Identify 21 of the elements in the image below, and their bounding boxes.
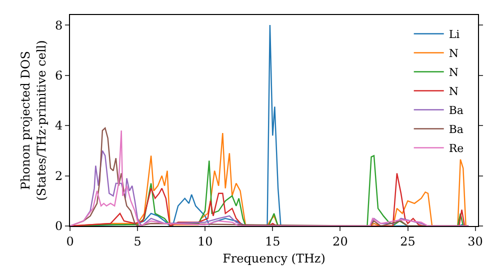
- legend-label: Ba: [448, 104, 464, 118]
- x-axis-title: Frequency (THz): [222, 251, 326, 266]
- x-tick-label: 25: [400, 234, 416, 248]
- legend-label: N: [448, 47, 459, 60]
- legend-label: Re: [448, 142, 464, 156]
- x-tick-label: 20: [332, 234, 348, 248]
- y-tick-label: 6: [54, 68, 63, 82]
- x-tick-label: 10: [197, 234, 213, 248]
- legend-label: Li: [448, 28, 460, 42]
- y-axis-title: Phonon projected DOS (States/THz·primitive cell): [18, 40, 48, 201]
- x-tick-label: 5: [134, 234, 142, 248]
- legend-label: Ba: [448, 123, 464, 136]
- y-tick-label: 4: [54, 118, 63, 133]
- y-tick-label: 0: [54, 219, 63, 234]
- x-tick-label: 30: [468, 234, 483, 248]
- y-tick-label: 2: [54, 168, 63, 183]
- legend-label: N: [448, 66, 459, 80]
- legend-label: N: [448, 85, 459, 98]
- x-tick-label: 0: [66, 234, 74, 248]
- x-tick-label: 15: [265, 234, 280, 248]
- y-tick-label: 8: [54, 18, 63, 32]
